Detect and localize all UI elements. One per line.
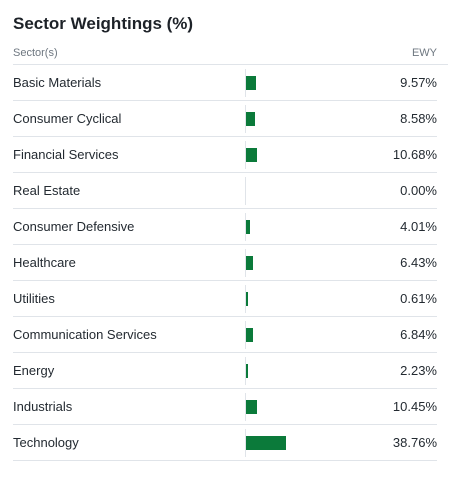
- weight-bar: [246, 219, 251, 234]
- sector-row-utilities: Utilities 0.61%: [13, 281, 437, 317]
- sector-name: Energy: [13, 363, 55, 378]
- sector-name: Utilities: [13, 291, 55, 306]
- sector-name: Industrials: [13, 399, 73, 414]
- weight-bar: [246, 435, 286, 450]
- sector-value: 10.45%: [392, 399, 437, 414]
- sector-name: Healthcare: [13, 255, 76, 270]
- sector-name: Communication Services: [13, 327, 157, 342]
- sector-name: Technology: [13, 435, 79, 450]
- bar-cell: [245, 356, 366, 385]
- sector-name: Financial Services: [13, 147, 119, 162]
- sector-name: Real Estate: [13, 183, 81, 198]
- sector-name: Basic Materials: [13, 75, 102, 90]
- sector-value: 4.01%: [400, 219, 437, 234]
- weight-bar: [246, 255, 253, 270]
- weight-bar: [246, 291, 248, 306]
- bar-cell: [245, 428, 366, 457]
- weight-bar: [246, 363, 249, 378]
- bar-cell: [245, 212, 366, 241]
- sector-value: 6.43%: [400, 255, 437, 270]
- sector-value: 8.58%: [400, 111, 437, 126]
- panel-title: Sector Weightings (%): [13, 14, 194, 33]
- bar-cell: [245, 104, 366, 133]
- sector-value: 2.23%: [400, 363, 437, 378]
- sector-row-basic-materials: Basic Materials 9.57%: [13, 65, 437, 101]
- sector-row-healthcare: Healthcare 6.43%: [13, 245, 437, 281]
- sector-row-real-estate: Real Estate 0.00%: [13, 173, 437, 209]
- sector-row-communication-services: Communication Services 6.84%: [13, 317, 437, 353]
- bar-cell: [245, 320, 366, 349]
- sector-row-industrials: Industrials 10.45%: [13, 389, 437, 425]
- weight-bar: [246, 111, 255, 126]
- sector-row-energy: Energy 2.23%: [13, 353, 437, 389]
- sector-column-header: Sector(s): [13, 46, 58, 59]
- sector-rows: Basic Materials 9.57% Consumer Cyclical …: [13, 65, 437, 461]
- sector-value: 6.84%: [400, 327, 437, 342]
- sector-value: 38.76%: [392, 435, 437, 450]
- bar-cell: [245, 248, 366, 277]
- weight-bar: [246, 327, 254, 342]
- weight-bar: [246, 147, 258, 162]
- bar-cell: [245, 392, 366, 421]
- sector-row-technology: Technology 38.76%: [13, 425, 437, 461]
- fund-column-header: EWY: [411, 46, 437, 59]
- bar-cell: [245, 140, 366, 169]
- sector-name: Consumer Defensive: [13, 219, 135, 234]
- sector-value: 10.68%: [392, 147, 437, 162]
- sector-value: 0.61%: [400, 291, 437, 306]
- bar-cell: [245, 176, 366, 205]
- sector-name: Consumer Cyclical: [13, 111, 122, 126]
- weight-bar: [246, 75, 256, 90]
- bar-cell: [245, 284, 366, 313]
- sector-value: 0.00%: [400, 183, 437, 198]
- sector-row-consumer-defensive: Consumer Defensive 4.01%: [13, 209, 437, 245]
- sector-value: 9.57%: [400, 75, 437, 90]
- bar-cell: [245, 68, 366, 97]
- table-header: Sector(s) EWY: [13, 41, 448, 65]
- sector-row-consumer-cyclical: Consumer Cyclical 8.58%: [13, 101, 437, 137]
- sector-row-financial-services: Financial Services 10.68%: [13, 137, 437, 173]
- weight-bar: [246, 399, 257, 414]
